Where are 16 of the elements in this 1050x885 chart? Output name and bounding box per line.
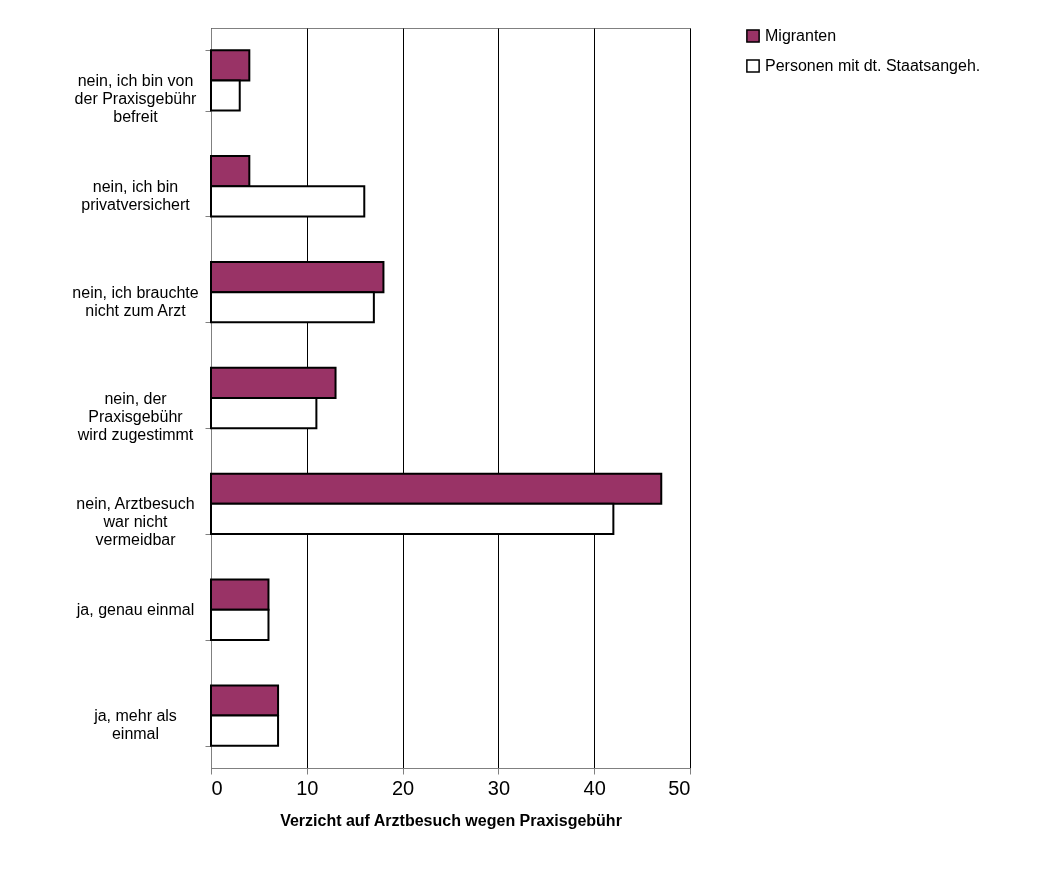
x-tick-label: 10 [296,776,319,799]
legend-label: Migranten [765,27,837,44]
y-tick-label: nein, ich bin privatversichert [81,177,191,213]
x-tick-label: 20 [391,776,415,799]
y-tick-label: nein, ich bin von der Praxisgebühr befreit [74,71,198,125]
y-tick-label: ja, genau einmal [75,601,195,619]
legend-label: Personen mit dt. Staatsangeh. [765,57,981,74]
y-tick-label: ja, mehr als einmal [93,707,177,743]
x-tick-label: 40 [583,776,606,799]
y-tick-label: nein, Arztbesuch war nicht vermeidbar [76,495,195,549]
y-tick-label: nein, der Praxisgebühr wird zugestimmt [76,389,194,443]
x-tick-label: 50 [668,776,691,799]
x-tick-label: 0 [211,776,223,799]
x-tick-label: 30 [487,776,511,799]
x-axis-title: Verzicht auf Arztbesuch wegen Praxisgebühr [280,811,622,829]
y-tick-label: nein, ich brauchte nicht zum Arzt [72,283,199,319]
